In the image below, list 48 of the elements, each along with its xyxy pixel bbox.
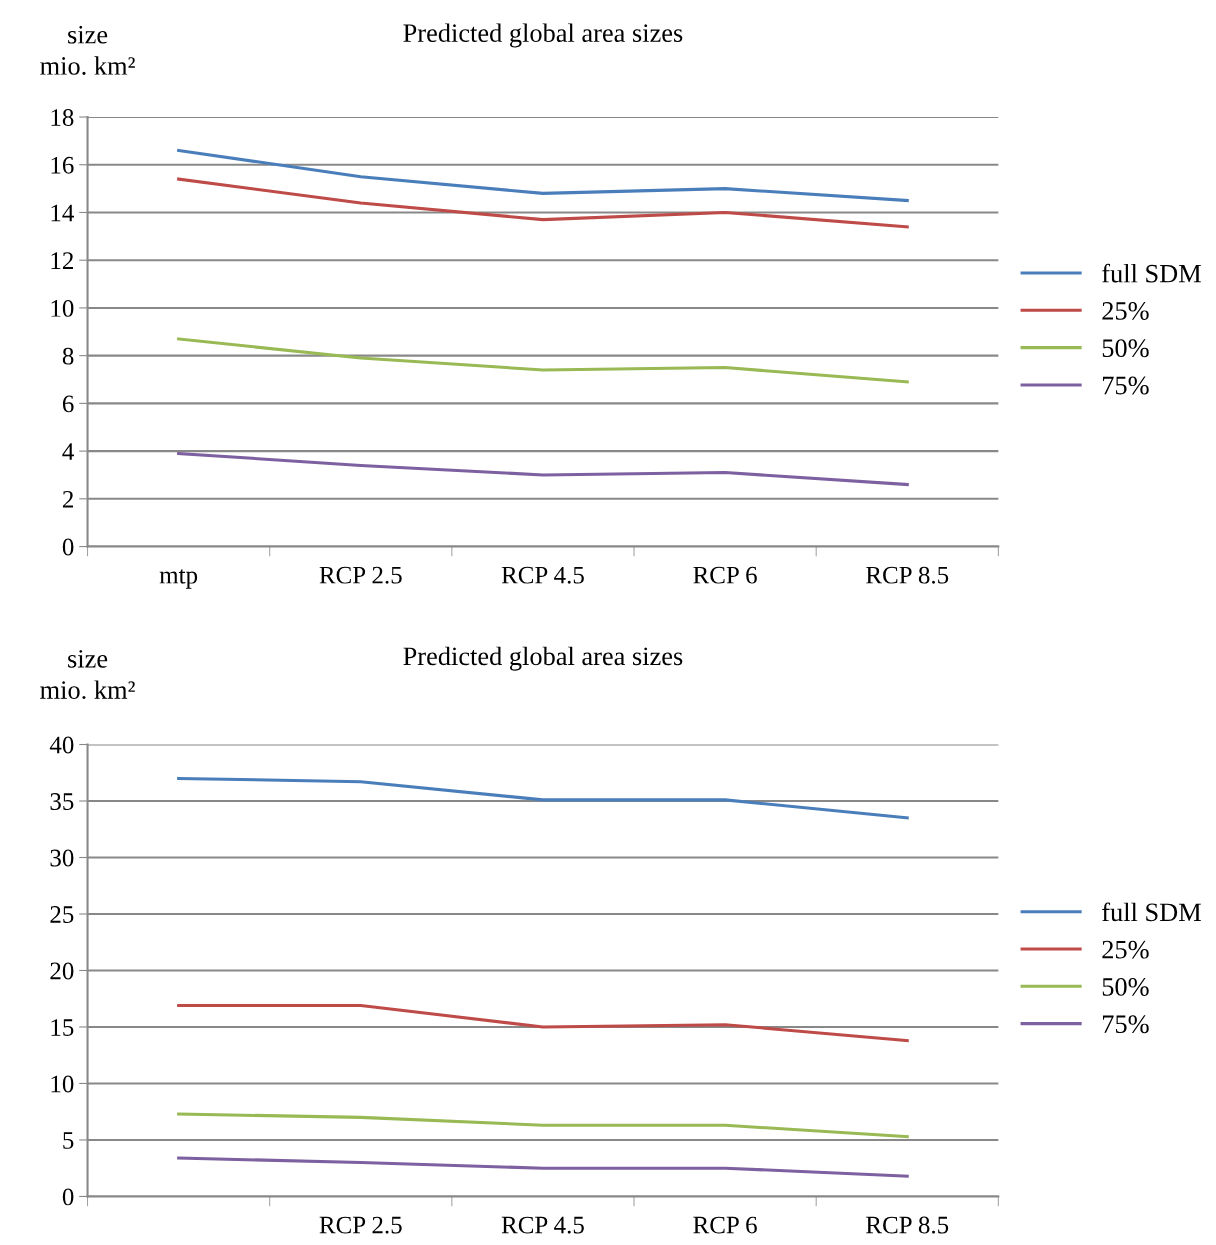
legend-label: 25%: [1102, 302, 1149, 320]
y-tick-label: 18: [51, 109, 74, 126]
y-tick-label: 25: [50, 906, 74, 923]
y-tick-label: 6: [62, 395, 74, 413]
y-tick-label: 10: [51, 1075, 74, 1093]
x-tick-label: RCP 4.5: [501, 566, 584, 584]
legend-label: full SDM: [1102, 902, 1201, 922]
line-series: [177, 451, 909, 487]
y-tick-label: 10: [51, 299, 74, 317]
y-axis-title: size mio. km²: [40, 649, 135, 700]
x-tick-label: RCP 8.5: [866, 566, 949, 584]
y-tick-label: 0: [62, 1188, 74, 1206]
y-tick-label: 4: [62, 443, 74, 460]
line-series: [177, 148, 909, 203]
y-tick-label: 2: [62, 490, 73, 508]
chart-title: Predicted global area sizes: [403, 646, 683, 671]
line-series: [177, 1003, 909, 1043]
legend-label: full SDM: [1102, 263, 1201, 283]
y-tick-label: 35: [50, 793, 74, 810]
legend-label: 50%: [1102, 978, 1149, 996]
legend-label: 75%: [1102, 376, 1149, 395]
y-tick-label: 8: [62, 347, 74, 365]
line-series: [177, 1156, 909, 1178]
legend-label: 50%: [1102, 339, 1149, 358]
y-tick-label: 15: [51, 1019, 74, 1036]
x-tick-label: RCP 6: [693, 566, 757, 584]
legend-label: 25%: [1102, 940, 1149, 959]
y-tick-label: 20: [50, 962, 74, 980]
x-tick-label: RCP 4.5: [501, 1216, 584, 1234]
line-series: [177, 177, 909, 229]
line-series: [177, 776, 909, 820]
x-tick-label: RCP 2.5: [319, 566, 402, 584]
y-tick-label: 5: [63, 1132, 74, 1149]
y-tick-label: 40: [49, 736, 74, 754]
y-tick-label: 0: [62, 538, 74, 556]
x-tick-label: mtp: [159, 569, 198, 589]
y-tick-label: 16: [51, 156, 74, 174]
y-tick-label: 12: [51, 252, 73, 269]
y-axis-title: size mio. km²: [40, 25, 135, 75]
x-tick-label: RCP 2.5: [319, 1216, 402, 1234]
y-tick-label: 30: [50, 849, 74, 867]
chart-title: Predicted global area sizes: [403, 23, 683, 48]
line-series: [177, 337, 909, 384]
legend-label: 75%: [1102, 1015, 1149, 1034]
x-tick-label: RCP 8.5: [866, 1216, 949, 1234]
line-series: [177, 1112, 909, 1139]
y-tick-label: 14: [51, 204, 74, 222]
x-tick-label: RCP 6: [693, 1216, 757, 1234]
